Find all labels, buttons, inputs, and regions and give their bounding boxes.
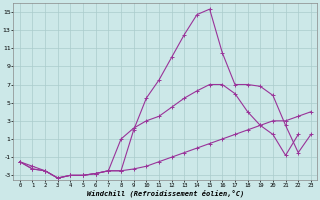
X-axis label: Windchill (Refroidissement éolien,°C): Windchill (Refroidissement éolien,°C) [87,190,244,197]
